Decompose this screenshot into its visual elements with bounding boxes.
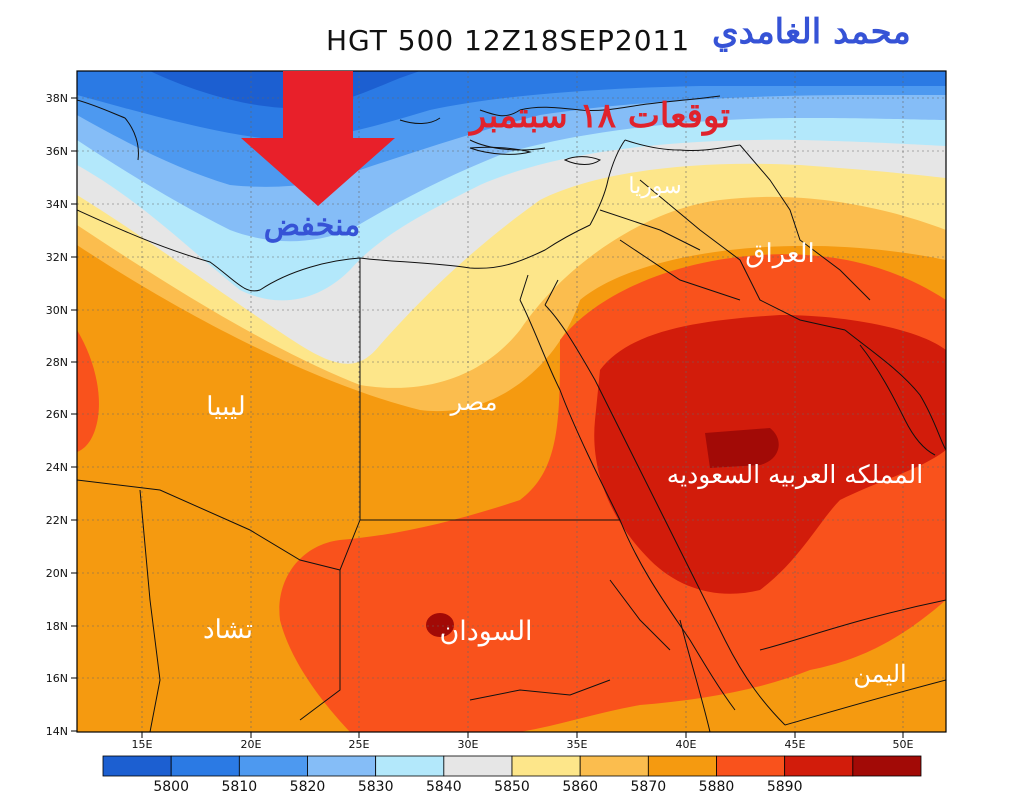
forecast-label: توقعات ١٨ سبتمبر (468, 96, 730, 136)
colorbar-swatch (102, 755, 172, 777)
colorbar-tick-label: 5810 (222, 779, 258, 795)
low-label: منخفض (264, 208, 360, 243)
lat-label: 20N (46, 567, 68, 580)
lat-label: 18N (46, 620, 68, 633)
lat-label: 36N (46, 145, 68, 158)
iraq-label: العراق (745, 239, 814, 269)
libya-label: ليبيا (206, 392, 245, 422)
lat-label: 38N (46, 92, 68, 105)
saudi-label: المملكه العربيه السعوديه (667, 460, 924, 490)
yemen-label: اليمن (853, 660, 906, 688)
colorbar-tick-label: 5830 (358, 779, 394, 795)
colorbar-swatch (852, 755, 922, 777)
plot-frame (76, 70, 947, 733)
colorbar-swatch (511, 755, 581, 777)
axis-ticks (71, 97, 904, 738)
colorbar-tick-label: 5860 (562, 779, 598, 795)
lat-label: 26N (46, 408, 68, 421)
syria-label: سوريا (628, 174, 681, 199)
colorbar-swatch (716, 755, 786, 777)
lat-label: 14N (46, 725, 68, 738)
colorbar-swatch (647, 755, 717, 777)
map-title: HGT 500 12Z18SEP2011 (326, 24, 691, 57)
lon-label: 30E (458, 738, 479, 751)
lon-label: 40E (676, 738, 697, 751)
political-borders (77, 139, 946, 732)
low-pointer-arrow-icon (241, 71, 395, 206)
lat-label: 34N (46, 198, 68, 211)
colorbar-swatch (238, 755, 308, 777)
colorbar-tick-label: 5850 (494, 779, 530, 795)
lat-label: 32N (46, 251, 68, 264)
chad-label: تشاد (203, 615, 253, 645)
colorbar: 5800 5810 5820 5830 5840 5850 5860 5870 5880 5890 (102, 755, 922, 795)
colorbar-tick-label: 5840 (426, 779, 462, 795)
height-field (77, 71, 946, 732)
colorbar-swatch (170, 755, 240, 777)
colorbar-tick-label: 5880 (699, 779, 735, 795)
colorbar-swatch (443, 755, 513, 777)
egypt-label: مصر (450, 388, 498, 416)
lat-label: 24N (46, 461, 68, 474)
lon-label: 45E (785, 738, 806, 751)
colorbar-swatch (375, 755, 445, 777)
coastlines (77, 95, 946, 726)
lat-lon-grid (77, 71, 946, 732)
lat-labels: 38N 36N 34N 32N 30N 28N 26N 24N 22N 20N … (46, 92, 68, 738)
sudan-label: السودان (439, 616, 532, 647)
lon-labels: 15E 20E 25E 30E 35E 40E 45E 50E (132, 738, 914, 751)
colorbar-swatch (579, 755, 649, 777)
lat-label: 22N (46, 514, 68, 527)
colorbar-tick-label: 5820 (290, 779, 326, 795)
colorbar-swatch (307, 755, 377, 777)
lon-label: 35E (567, 738, 588, 751)
colorbar-tick-label: 5890 (767, 779, 803, 795)
colorbar-tick-label: 5870 (631, 779, 667, 795)
lon-label: 50E (893, 738, 914, 751)
lon-label: 25E (349, 738, 370, 751)
lat-label: 28N (46, 356, 68, 369)
colorbar-swatch (784, 755, 854, 777)
author-name: محمد الغامدي (712, 12, 911, 52)
lat-label: 16N (46, 672, 68, 685)
lon-label: 20E (241, 738, 262, 751)
lat-label: 30N (46, 304, 68, 317)
colorbar-tick-label: 5800 (153, 779, 189, 795)
lon-label: 15E (132, 738, 153, 751)
